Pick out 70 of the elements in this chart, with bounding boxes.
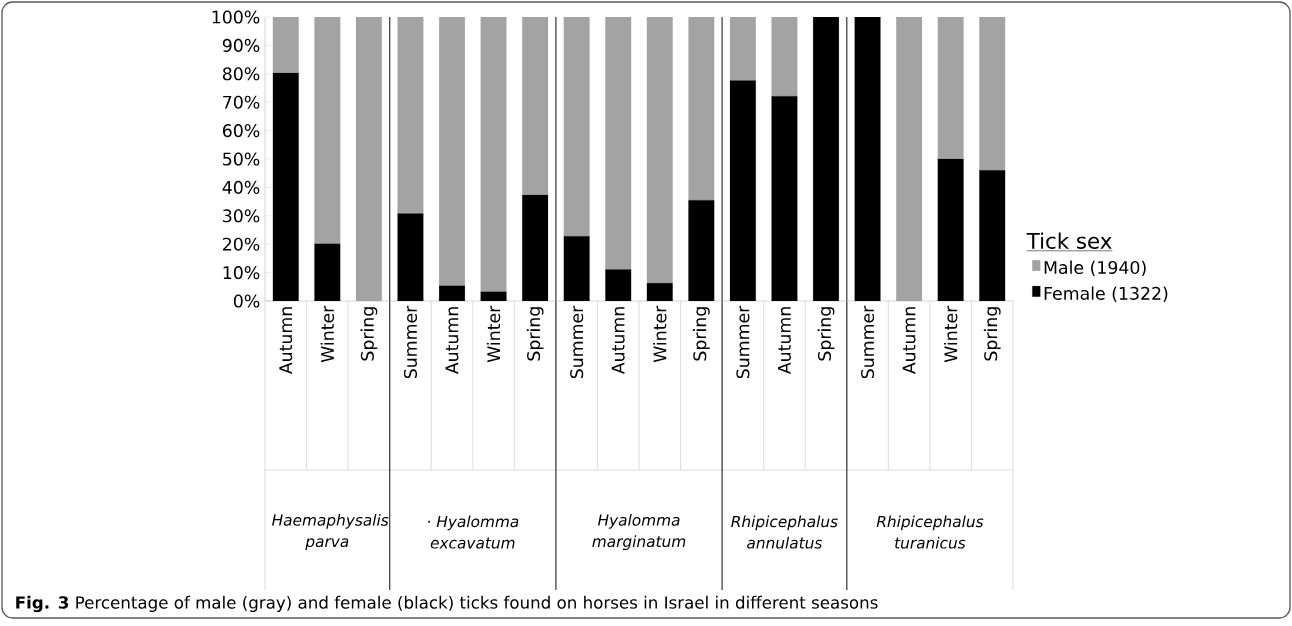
legend-label: Female (1322): [1044, 286, 1168, 302]
x-tick-label: Autumn: [279, 307, 293, 375]
x-tick-label: Winter: [653, 305, 667, 363]
x-tick-label: Autumn: [778, 307, 791, 375]
bar: [646, 17, 673, 284]
bar: [563, 236, 590, 302]
bar: [397, 17, 424, 214]
y-tick-label: 30%: [223, 209, 260, 223]
x-tick-label: Summer: [570, 305, 584, 379]
text: Rhipicephalus turanicus: [876, 515, 984, 549]
text: Fig. 3 Percentage of male (gray) and female (black) ticks found on horses in Israel in different seasons: [16, 595, 878, 613]
text: Haemaphysalis parva: [272, 513, 389, 551]
legend-title: Tick sex: [1026, 232, 1112, 249]
y-tick-label: 50%: [223, 152, 260, 166]
bar: [605, 17, 632, 270]
bar: [314, 17, 341, 244]
y-tick-label: 100%: [212, 10, 260, 24]
bar: [771, 96, 798, 302]
x-tick-label: Spring: [817, 307, 835, 361]
bar: [937, 158, 964, 302]
bar: [937, 17, 964, 160]
bar: [314, 243, 341, 302]
x-tick-label: Spring: [692, 307, 710, 361]
x-tick-label: Winter: [486, 305, 501, 363]
bar: [729, 17, 756, 81]
x-tick-label: Winter: [320, 305, 335, 363]
legend-label: Male (1940): [1044, 260, 1146, 277]
y-tick-label: 10%: [223, 266, 260, 280]
bar: [522, 195, 549, 302]
y-tick-label: 20%: [223, 237, 260, 251]
y-tick-label: 60%: [222, 124, 260, 138]
bar: [979, 17, 1006, 171]
y-tick-label: 80%: [222, 67, 260, 81]
bar: [771, 17, 798, 97]
bar: [646, 283, 673, 302]
text: Rhipicephalus annulatus: [731, 515, 838, 549]
bar: [813, 17, 839, 302]
bar: [439, 285, 465, 302]
x-tick-label: Autumn: [611, 307, 625, 375]
x-tick-label: Summer: [403, 305, 418, 379]
y-tick-label: 70%: [223, 95, 260, 109]
x-tick-label: Summer: [736, 305, 750, 379]
bar: [522, 17, 549, 196]
bar: [605, 269, 632, 302]
bar: [896, 17, 923, 302]
bar: [272, 17, 299, 74]
x-tick-label: Summer: [861, 305, 875, 379]
text: · Hyalomma excavatum: [428, 515, 519, 549]
bar: [854, 17, 881, 302]
y-tick-label: 0%: [233, 294, 260, 308]
bar: [563, 17, 590, 237]
x-tick-label: Autumn: [445, 307, 459, 375]
bar: [979, 170, 1006, 302]
bar: [272, 72, 299, 302]
x-tick-label: Autumn: [902, 307, 916, 375]
x-tick-label: Winter: [943, 305, 958, 363]
bar: [355, 17, 382, 302]
bar: [480, 17, 507, 292]
bar: [480, 291, 507, 302]
text: Hyalomma marginatum: [592, 513, 686, 551]
bar: [688, 200, 715, 302]
x-tick-label: Spring: [526, 307, 544, 361]
bar: [397, 213, 424, 302]
x-tick-label: Spring: [360, 307, 378, 361]
bar: [729, 80, 756, 302]
bar: [688, 17, 715, 201]
x-tick-label: Spring: [983, 307, 1001, 361]
y-tick-label: 90%: [222, 38, 260, 52]
y-tick-label: 40%: [222, 180, 260, 194]
bar: [439, 17, 465, 286]
